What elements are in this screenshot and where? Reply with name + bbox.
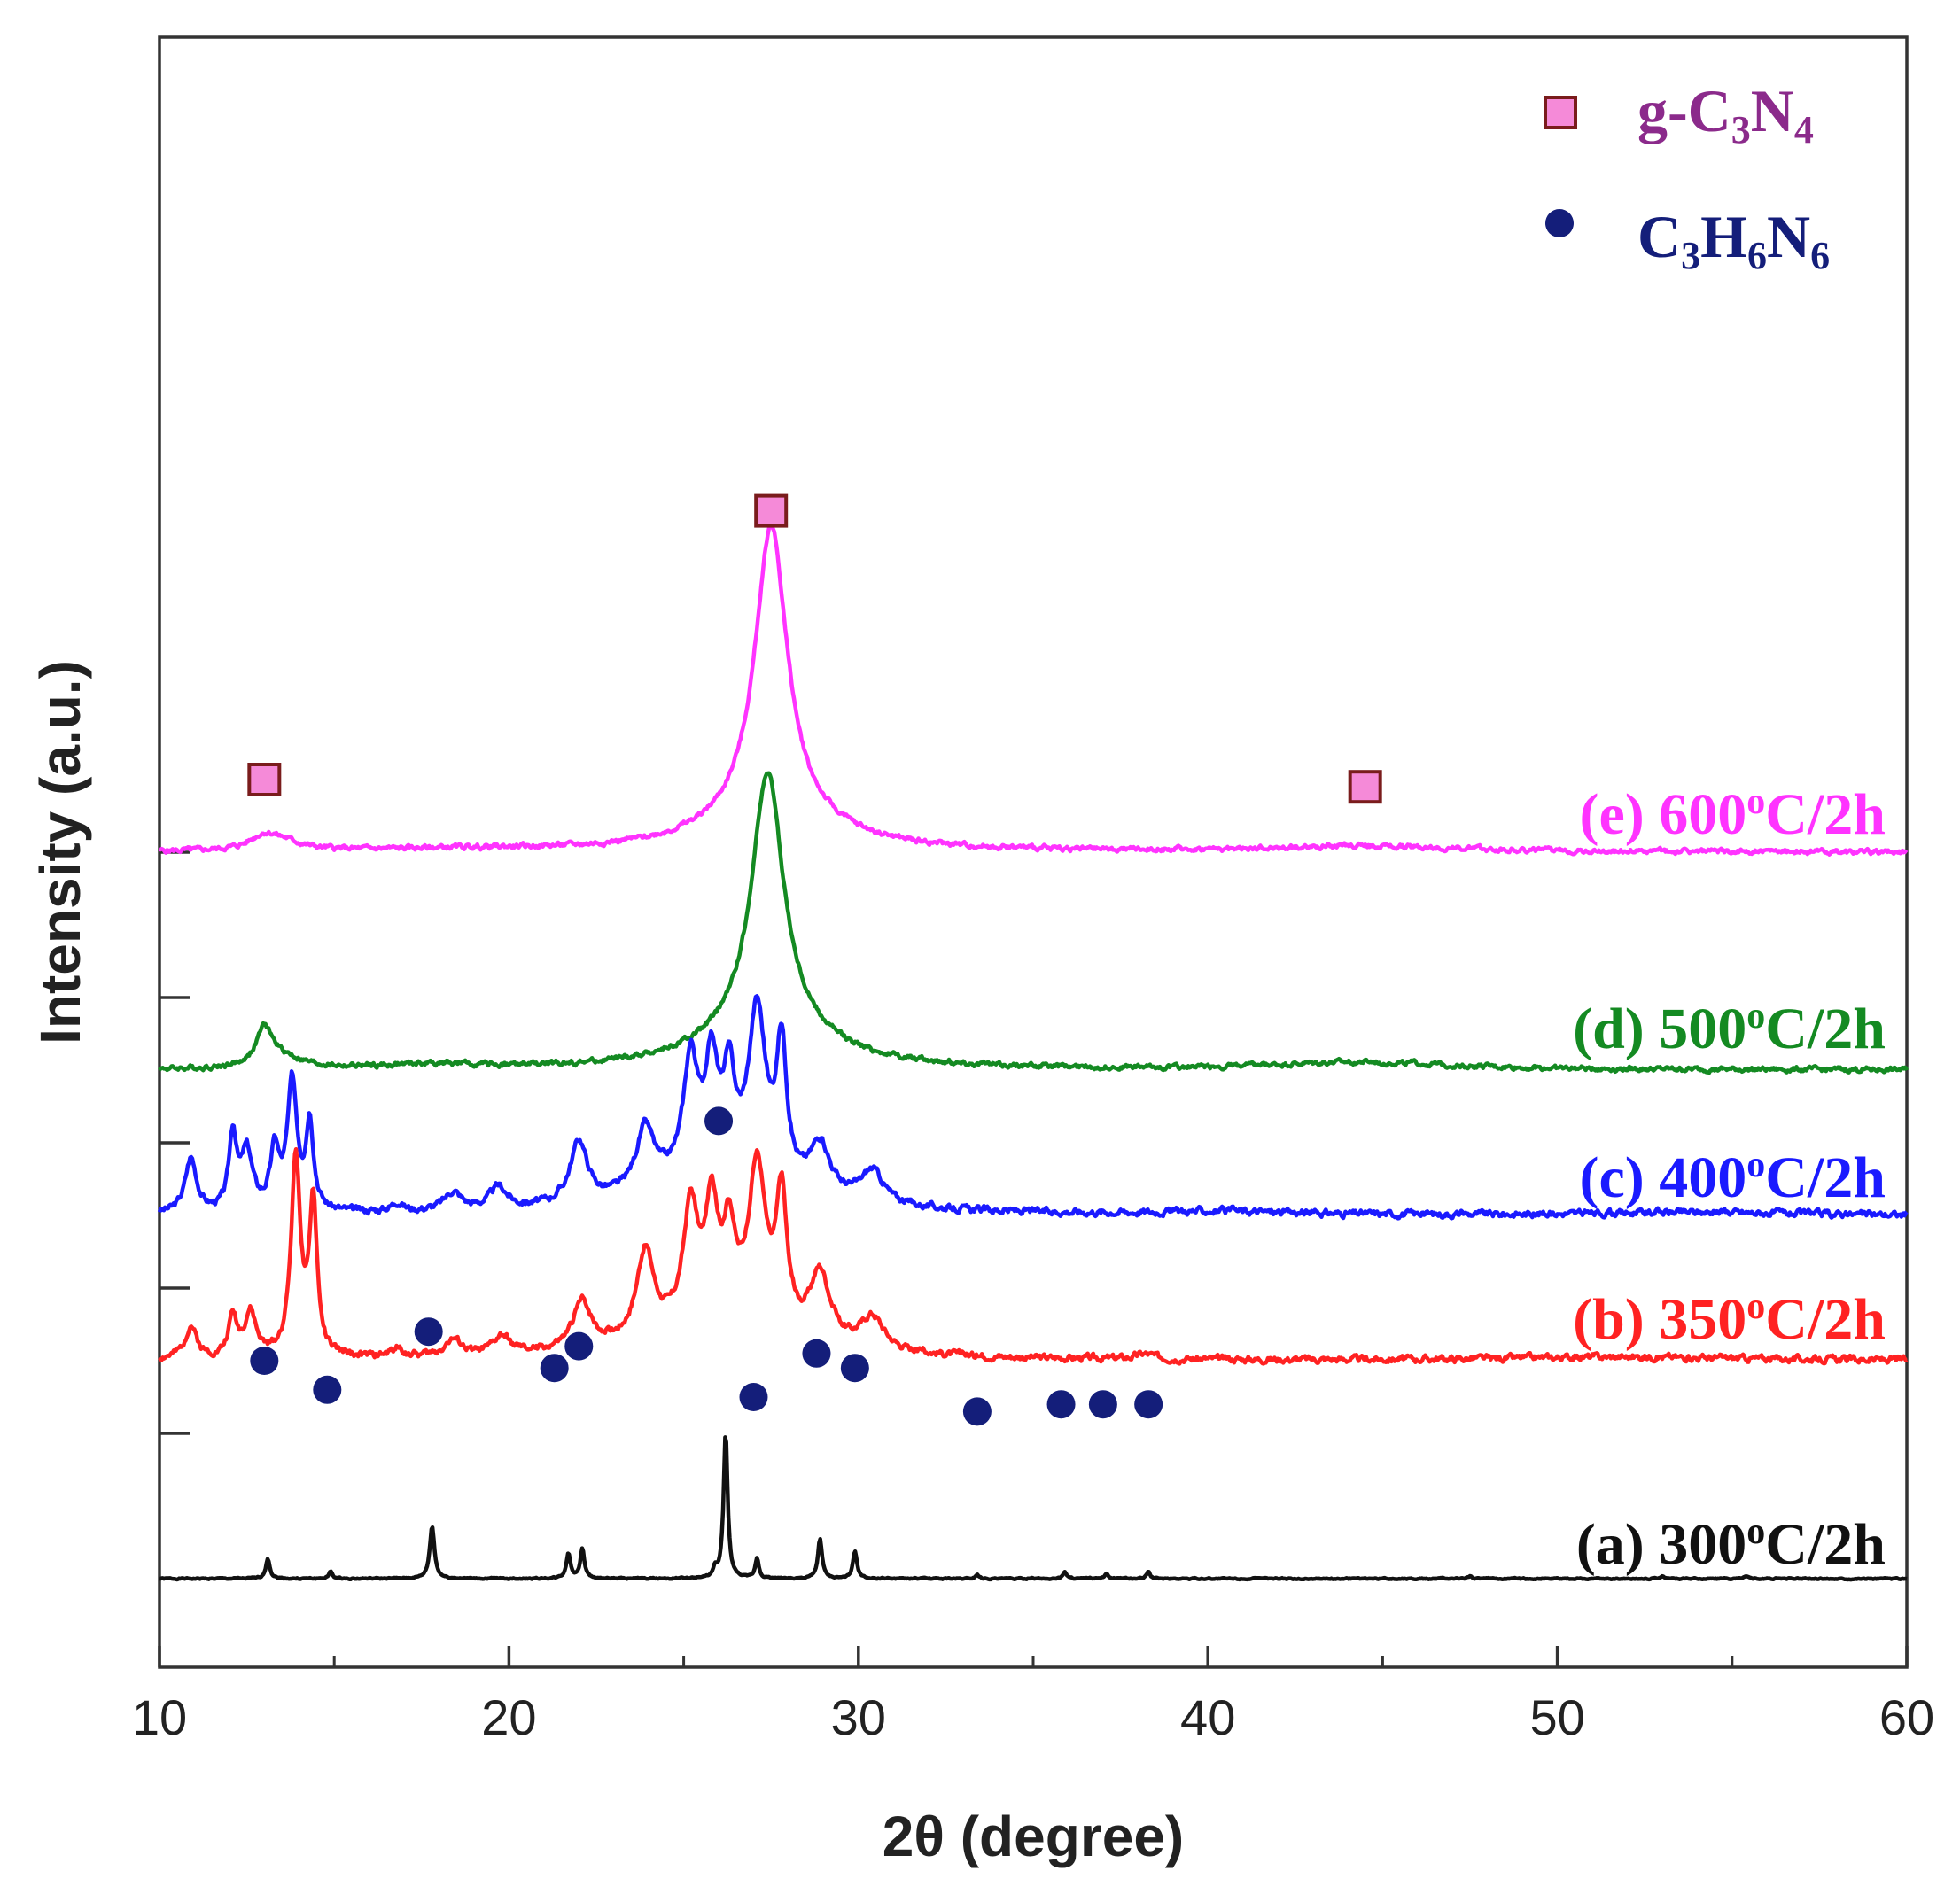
series-label-a: (a) 300oC/2h: [1576, 1511, 1886, 1577]
x-tick-label: 30: [831, 1689, 886, 1745]
series-label-c-part: (c) 400: [1580, 1145, 1747, 1210]
series-label-b-part: o: [1746, 1286, 1765, 1327]
legend-label-c3h6n6-part: N: [1767, 203, 1810, 270]
c3h6n6-marker: [250, 1347, 279, 1375]
series-label-a-part: C/2h: [1765, 1512, 1886, 1577]
x-tick-label: 50: [1529, 1689, 1584, 1745]
legend-label-c3h6n6-part: 3: [1681, 234, 1700, 277]
series-label-a-part: (a) 300: [1576, 1512, 1746, 1577]
series-label-e-part: C/2h: [1765, 782, 1886, 847]
c3h6n6-marker: [414, 1317, 443, 1347]
c3h6n6-marker: [704, 1106, 734, 1136]
y-axis-title: Intensity (a.u.): [28, 660, 92, 1044]
c3h6n6-marker: [962, 1397, 992, 1426]
legend-square-icon: [1544, 96, 1577, 129]
g-c3n4-marker: [247, 763, 282, 796]
series-group: [157, 522, 1909, 1582]
c3h6n6-marker: [1088, 1390, 1117, 1419]
series-label-e: (e) 600oC/2h: [1580, 781, 1886, 847]
legend-label-g-c3n4: g-C3N4: [1637, 77, 1814, 151]
legend-label-c3h6n6-part: 6: [1747, 234, 1767, 277]
legend-label-c3h6n6-part: H: [1700, 203, 1747, 270]
legend-label-c3h6n6: C3H6N6: [1637, 203, 1830, 277]
c3h6n6-marker: [1046, 1390, 1076, 1419]
series-label-d-part: (d) 500: [1573, 997, 1746, 1061]
series-label-d: (d) 500oC/2h: [1573, 996, 1886, 1061]
legend-label-g-c3n4-part: 3: [1731, 108, 1751, 151]
legend-circle-icon: [1545, 209, 1574, 237]
series-label-b-part: C/2h: [1765, 1287, 1886, 1352]
series-line-e: [158, 522, 1909, 857]
legend-label-c3h6n6-part: 6: [1810, 234, 1830, 277]
x-ticks: 10 20 30 40 50 60: [132, 1646, 1934, 1745]
c3h6n6-marker: [739, 1383, 768, 1411]
series-label-d-part: C/2h: [1765, 997, 1886, 1061]
series-line-c: [157, 994, 1909, 1221]
c3h6n6-marker: [564, 1331, 594, 1361]
series-label-d-part: o: [1746, 996, 1765, 1036]
c3h6n6-marker: [540, 1354, 569, 1383]
x-axis-title: 2θ (degree): [883, 1805, 1184, 1868]
series-label-b: (b) 350oC/2h: [1573, 1286, 1886, 1352]
legend-label-c3h6n6-part: C: [1637, 203, 1681, 270]
x-tick-label: 20: [481, 1689, 536, 1745]
c3h6n6-marker: [802, 1339, 831, 1368]
series-line-a: [158, 1435, 1909, 1582]
series-line-b: [158, 1146, 1909, 1366]
series-label-c-part: o: [1746, 1145, 1765, 1185]
series-label-e-part: (e) 600: [1580, 782, 1747, 847]
series-label-c: (c) 400oC/2h: [1580, 1145, 1886, 1210]
c3h6n6-marker: [840, 1354, 869, 1383]
g-c3n4-marker: [754, 493, 789, 528]
g-c3n4-marker: [1348, 770, 1382, 804]
x-tick-label: 10: [132, 1689, 187, 1745]
series-label-b-part: (b) 350: [1573, 1287, 1746, 1352]
x-tick-label: 60: [1879, 1689, 1934, 1745]
x-tick-label: 40: [1180, 1689, 1235, 1745]
legend-label-g-c3n4-part: N: [1751, 77, 1794, 144]
legend-label-g-c3n4-part: 4: [1794, 108, 1814, 151]
series-label-a-part: o: [1746, 1511, 1765, 1552]
series-line-d: [158, 771, 1909, 1075]
c3h6n6-marker: [1134, 1390, 1163, 1419]
series-labels: (e) 600oC/2h(d) 500oC/2h(c) 400oC/2h(b) …: [1573, 781, 1886, 1577]
series-label-c-part: C/2h: [1765, 1145, 1886, 1210]
legend-label-g-c3n4-part: g-C: [1637, 77, 1731, 144]
phase-markers: [247, 493, 1382, 1426]
series-label-e-part: o: [1746, 781, 1765, 822]
c3h6n6-marker: [313, 1375, 342, 1404]
